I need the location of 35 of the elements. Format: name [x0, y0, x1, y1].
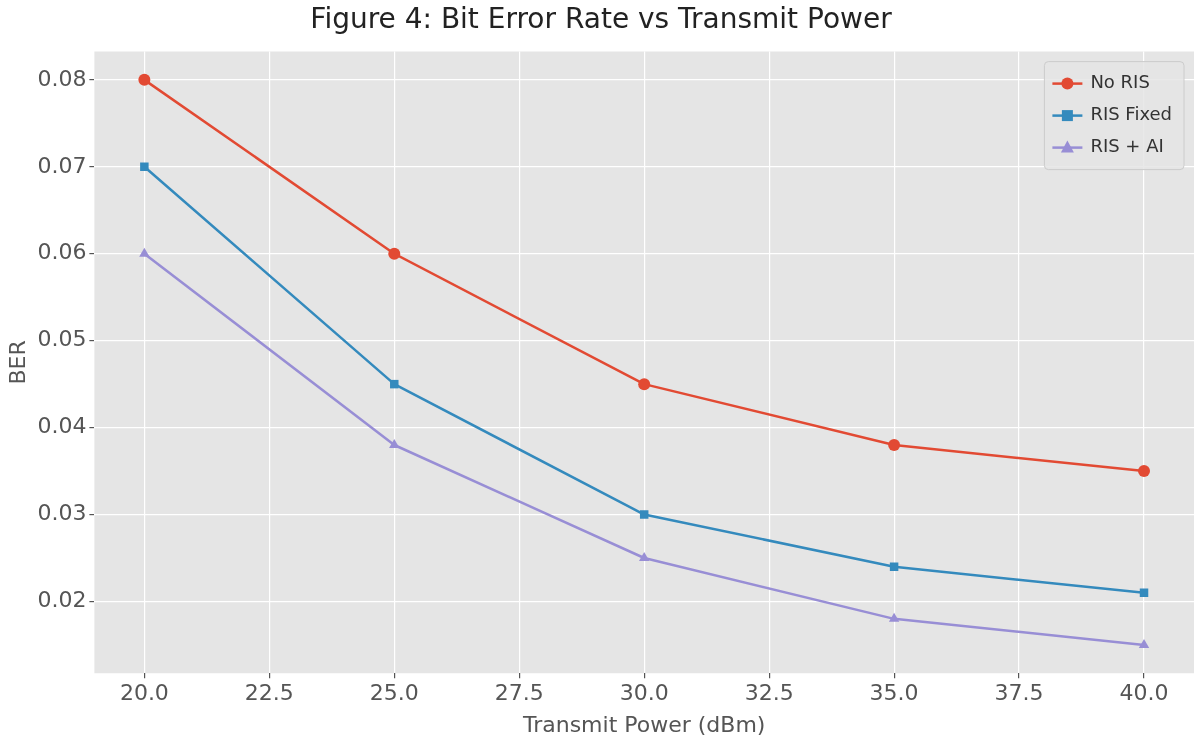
point	[889, 562, 899, 571]
legend-label: RIS Fixed	[1090, 103, 1172, 125]
x-tick-label: 32.5	[744, 680, 794, 706]
x-tick-label: 27.5	[494, 680, 544, 706]
y-tick-label: 0.03	[37, 500, 87, 526]
legend-label: No RIS	[1090, 71, 1150, 93]
y-tick-label: 0.08	[37, 65, 87, 91]
point	[138, 73, 151, 86]
y-tick-label: 0.06	[37, 239, 87, 265]
x-tick-label: 20.0	[119, 680, 169, 706]
point	[639, 510, 649, 519]
x-tick-label: 30.0	[619, 680, 669, 706]
legend-label: RIS + AI	[1090, 135, 1164, 157]
point	[888, 438, 901, 451]
x-tick-label: 40.0	[1119, 680, 1169, 706]
point	[1138, 465, 1151, 478]
y-axis-title: BER	[4, 340, 30, 385]
y-tick-label: 0.02	[37, 587, 87, 613]
point	[1138, 638, 1150, 648]
x-tick-label: 25.0	[369, 680, 419, 706]
chart-title: Figure 4: Bit Error Rate vs Transmit Power	[310, 2, 893, 36]
y-tick-label: 0.04	[37, 413, 87, 439]
x-axis-title: Transmit Power (dBm)	[521, 711, 766, 737]
y-tick-label: 0.05	[37, 326, 87, 352]
x-tick-label: 35.0	[869, 680, 919, 706]
point	[140, 162, 149, 172]
x-tick-label: 37.5	[994, 680, 1044, 706]
point	[388, 247, 401, 260]
point	[638, 378, 651, 391]
point	[888, 612, 900, 622]
x-tick-label: 22.5	[244, 680, 294, 706]
point	[139, 247, 150, 257]
y-tick-label: 0.07	[37, 152, 87, 178]
point	[390, 379, 399, 389]
point	[639, 552, 650, 562]
